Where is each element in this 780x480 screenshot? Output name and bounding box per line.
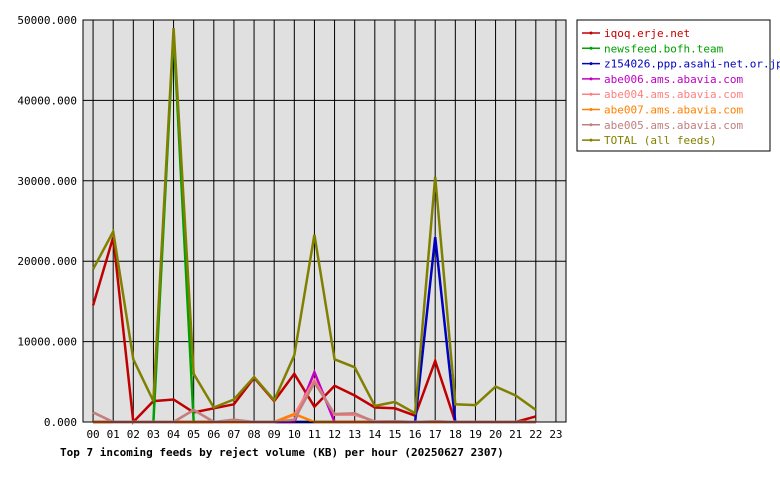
legend-label-abe007-ams-abavia-com: abe007.ams.abavia.com xyxy=(604,104,743,117)
x-tick-label: 21 xyxy=(509,428,522,441)
x-tick-label: 09 xyxy=(268,428,281,441)
x-tick-label: 20 xyxy=(489,428,502,441)
legend: iqoq.erje.net newsfeed.bofh.team z154026.p… xyxy=(576,19,780,152)
y-axis-ticks: 0.000 10000.000 20000.000 30000.000 40000.00… xyxy=(17,14,77,429)
y-tick-label: 10000.000 xyxy=(17,336,77,349)
x-tick-label: 01 xyxy=(107,428,120,441)
x-tick-label: 05 xyxy=(187,428,200,441)
x-tick-label: 10 xyxy=(288,428,301,441)
x-tick-label: 13 xyxy=(348,428,361,441)
x-tick-label: 22 xyxy=(529,428,542,441)
x-axis-ticks: 00 01 02 03 04 05 06 07 08 09 10 11 12 13 14 15 16 17 18 19… xyxy=(86,428,562,441)
legend-label-z154026-ppp-asahi-net-or-jp: z154026.ppp.asahi-net.or.jp xyxy=(604,58,780,71)
legend-marker-abe007-ams-abavia-com xyxy=(589,108,593,111)
x-tick-label: 06 xyxy=(207,428,220,441)
x-tick-label: 15 xyxy=(388,428,401,441)
y-tick-label: 40000.000 xyxy=(17,94,77,107)
legend-box xyxy=(576,19,771,152)
x-tick-label: 08 xyxy=(247,428,260,441)
x-tick-label: 14 xyxy=(368,428,382,441)
y-tick-label: 50000.000 xyxy=(17,14,77,27)
x-tick-label: 12 xyxy=(328,428,341,441)
legend-marker-abe006-ams-abavia-com xyxy=(589,77,593,81)
legend-marker-abe004-ams-abavia-com xyxy=(589,92,593,96)
legend-marker-abe005-ams-abavia-com xyxy=(589,123,593,127)
legend-label-total-all-feeds: TOTAL (all feeds) xyxy=(604,134,717,147)
x-tick-label: 16 xyxy=(408,428,421,441)
x-tick-label: 19 xyxy=(469,428,482,441)
legend-label-iqoq-erje-net: iqoq.erje.net xyxy=(604,27,690,40)
x-tick-label: 11 xyxy=(308,428,321,441)
x-tick-label: 07 xyxy=(227,428,240,441)
legend-marker-total-all-feeds xyxy=(589,138,593,142)
x-tick-label: 04 xyxy=(167,428,181,441)
x-tick-label: 02 xyxy=(127,428,140,441)
chart-title: Top 7 incoming feeds by reject volume (K… xyxy=(60,446,504,459)
legend-marker-newsfeed-bofh-team xyxy=(589,46,593,50)
x-tick-label: 23 xyxy=(549,428,562,441)
legend-label-newsfeed-bofh-team: newsfeed.bofh.team xyxy=(604,42,724,55)
legend-label-abe006-ams-abavia-com: abe006.ams.abavia.com xyxy=(604,73,743,86)
x-tick-label: 00 xyxy=(86,428,99,441)
legend-marker-iqoq-erje-net xyxy=(589,31,593,35)
y-tick-label: 30000.000 xyxy=(17,175,77,188)
y-tick-label: 0.000 xyxy=(44,416,77,429)
legend-label-abe004-ams-abavia-com: abe004.ams.abavia.com xyxy=(604,88,743,101)
x-tick-label: 03 xyxy=(147,428,160,441)
x-tick-label: 18 xyxy=(449,428,462,441)
x-tick-label: 17 xyxy=(429,428,442,441)
legend-marker-z154026-ppp-asahi-net-or-jp xyxy=(589,62,593,66)
y-tick-label: 20000.000 xyxy=(17,255,77,268)
series-line-total-all-feeds xyxy=(91,27,537,416)
legend-label-abe005-ams-abavia-com: abe005.ams.abavia.com xyxy=(604,119,743,132)
plot-frame xyxy=(82,19,567,423)
